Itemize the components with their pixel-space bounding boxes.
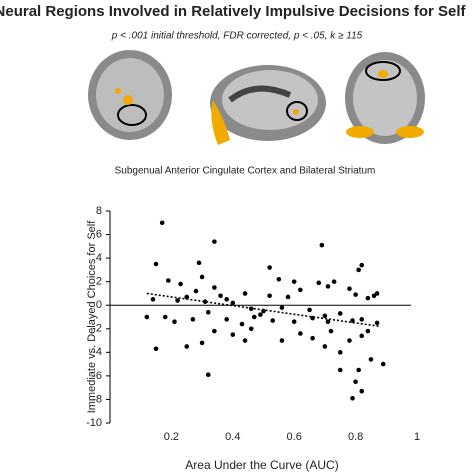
- point: [325, 319, 331, 325]
- point: [230, 332, 236, 337]
- point: [374, 291, 380, 296]
- y-tick-label: 6: [96, 228, 102, 240]
- point: [298, 287, 303, 293]
- point: [322, 313, 328, 319]
- point: [205, 309, 211, 315]
- point: [356, 267, 361, 273]
- point: [291, 279, 297, 284]
- y-tick-label: 0: [96, 299, 102, 311]
- point: [365, 328, 371, 334]
- point: [224, 317, 229, 322]
- point: [322, 344, 328, 349]
- point: [270, 318, 276, 323]
- point: [316, 280, 322, 286]
- point: [196, 260, 202, 266]
- point: [184, 294, 190, 300]
- point: [285, 294, 291, 300]
- annotation: Subgenual Anterior Cingulate Cortex and …: [115, 166, 376, 177]
- point: [267, 293, 272, 299]
- point: [166, 278, 171, 283]
- point: [150, 297, 156, 302]
- point: [350, 318, 355, 323]
- point: [202, 299, 208, 304]
- point: [162, 314, 168, 320]
- point: [172, 319, 177, 325]
- y-tick-label: -2: [92, 323, 102, 335]
- point: [279, 338, 285, 343]
- point: [356, 367, 361, 373]
- y-tick-label: -6: [92, 370, 102, 382]
- point: [337, 350, 343, 355]
- x-tick-label: 0.8: [348, 431, 363, 443]
- point: [242, 291, 248, 296]
- subtitle: p < .001 initial threshold, FDR correcte…: [111, 31, 363, 42]
- point: [359, 317, 365, 322]
- point: [205, 372, 211, 378]
- point: [212, 239, 217, 244]
- x-tick-label: 0.2: [164, 431, 179, 443]
- point: [159, 220, 165, 226]
- point: [374, 320, 380, 326]
- point: [325, 284, 331, 289]
- x-axis-label: Area Under the Curve (AUC): [185, 458, 338, 472]
- point: [347, 286, 352, 292]
- point: [267, 265, 272, 270]
- point: [359, 262, 365, 268]
- point: [175, 298, 180, 303]
- y-tick-label: 8: [96, 205, 102, 217]
- point: [212, 285, 217, 290]
- point: [193, 288, 199, 294]
- point: [224, 297, 229, 302]
- point: [337, 311, 343, 316]
- point: [251, 314, 257, 320]
- point: [153, 346, 159, 352]
- point: [239, 321, 245, 327]
- brain-images: [88, 50, 425, 145]
- point: [353, 379, 358, 385]
- point: [279, 305, 285, 310]
- x-tick-label: 0.4: [225, 431, 240, 443]
- point: [368, 357, 374, 362]
- y-tick-label: -10: [86, 417, 102, 429]
- figure-title: Neural Regions Involved in Relatively Im…: [0, 3, 466, 20]
- y-tick-label: -4: [92, 346, 102, 358]
- point: [199, 274, 205, 280]
- y-tick-label: -8: [92, 393, 102, 405]
- trend-line: [146, 292, 381, 328]
- point: [184, 344, 190, 349]
- point: [218, 293, 223, 299]
- point: [319, 242, 325, 248]
- y-tick-label: 2: [96, 276, 102, 288]
- point: [178, 281, 183, 287]
- point: [276, 277, 282, 282]
- point: [331, 279, 337, 284]
- point: [153, 261, 159, 267]
- point: [310, 335, 315, 341]
- point: [190, 317, 196, 322]
- point: [258, 312, 263, 317]
- point: [199, 340, 205, 346]
- point: [353, 292, 358, 297]
- point: [350, 395, 355, 401]
- point: [337, 367, 343, 373]
- point: [347, 338, 352, 343]
- x-tick-label: 1: [414, 431, 420, 443]
- point: [380, 361, 386, 367]
- point: [307, 307, 312, 313]
- point: [298, 331, 303, 336]
- point: [230, 300, 236, 306]
- point: [144, 314, 150, 320]
- y-tick-label: 4: [96, 252, 102, 264]
- point: [328, 328, 334, 334]
- point: [212, 328, 217, 334]
- point: [242, 338, 248, 343]
- point: [365, 295, 371, 301]
- point: [359, 333, 365, 339]
- y-axis-label: Immediate vs. Delayed Choices for Self: [86, 220, 98, 414]
- point: [291, 319, 297, 325]
- point: [359, 388, 365, 394]
- point: [248, 326, 254, 332]
- x-tick-label: 0.6: [287, 431, 302, 443]
